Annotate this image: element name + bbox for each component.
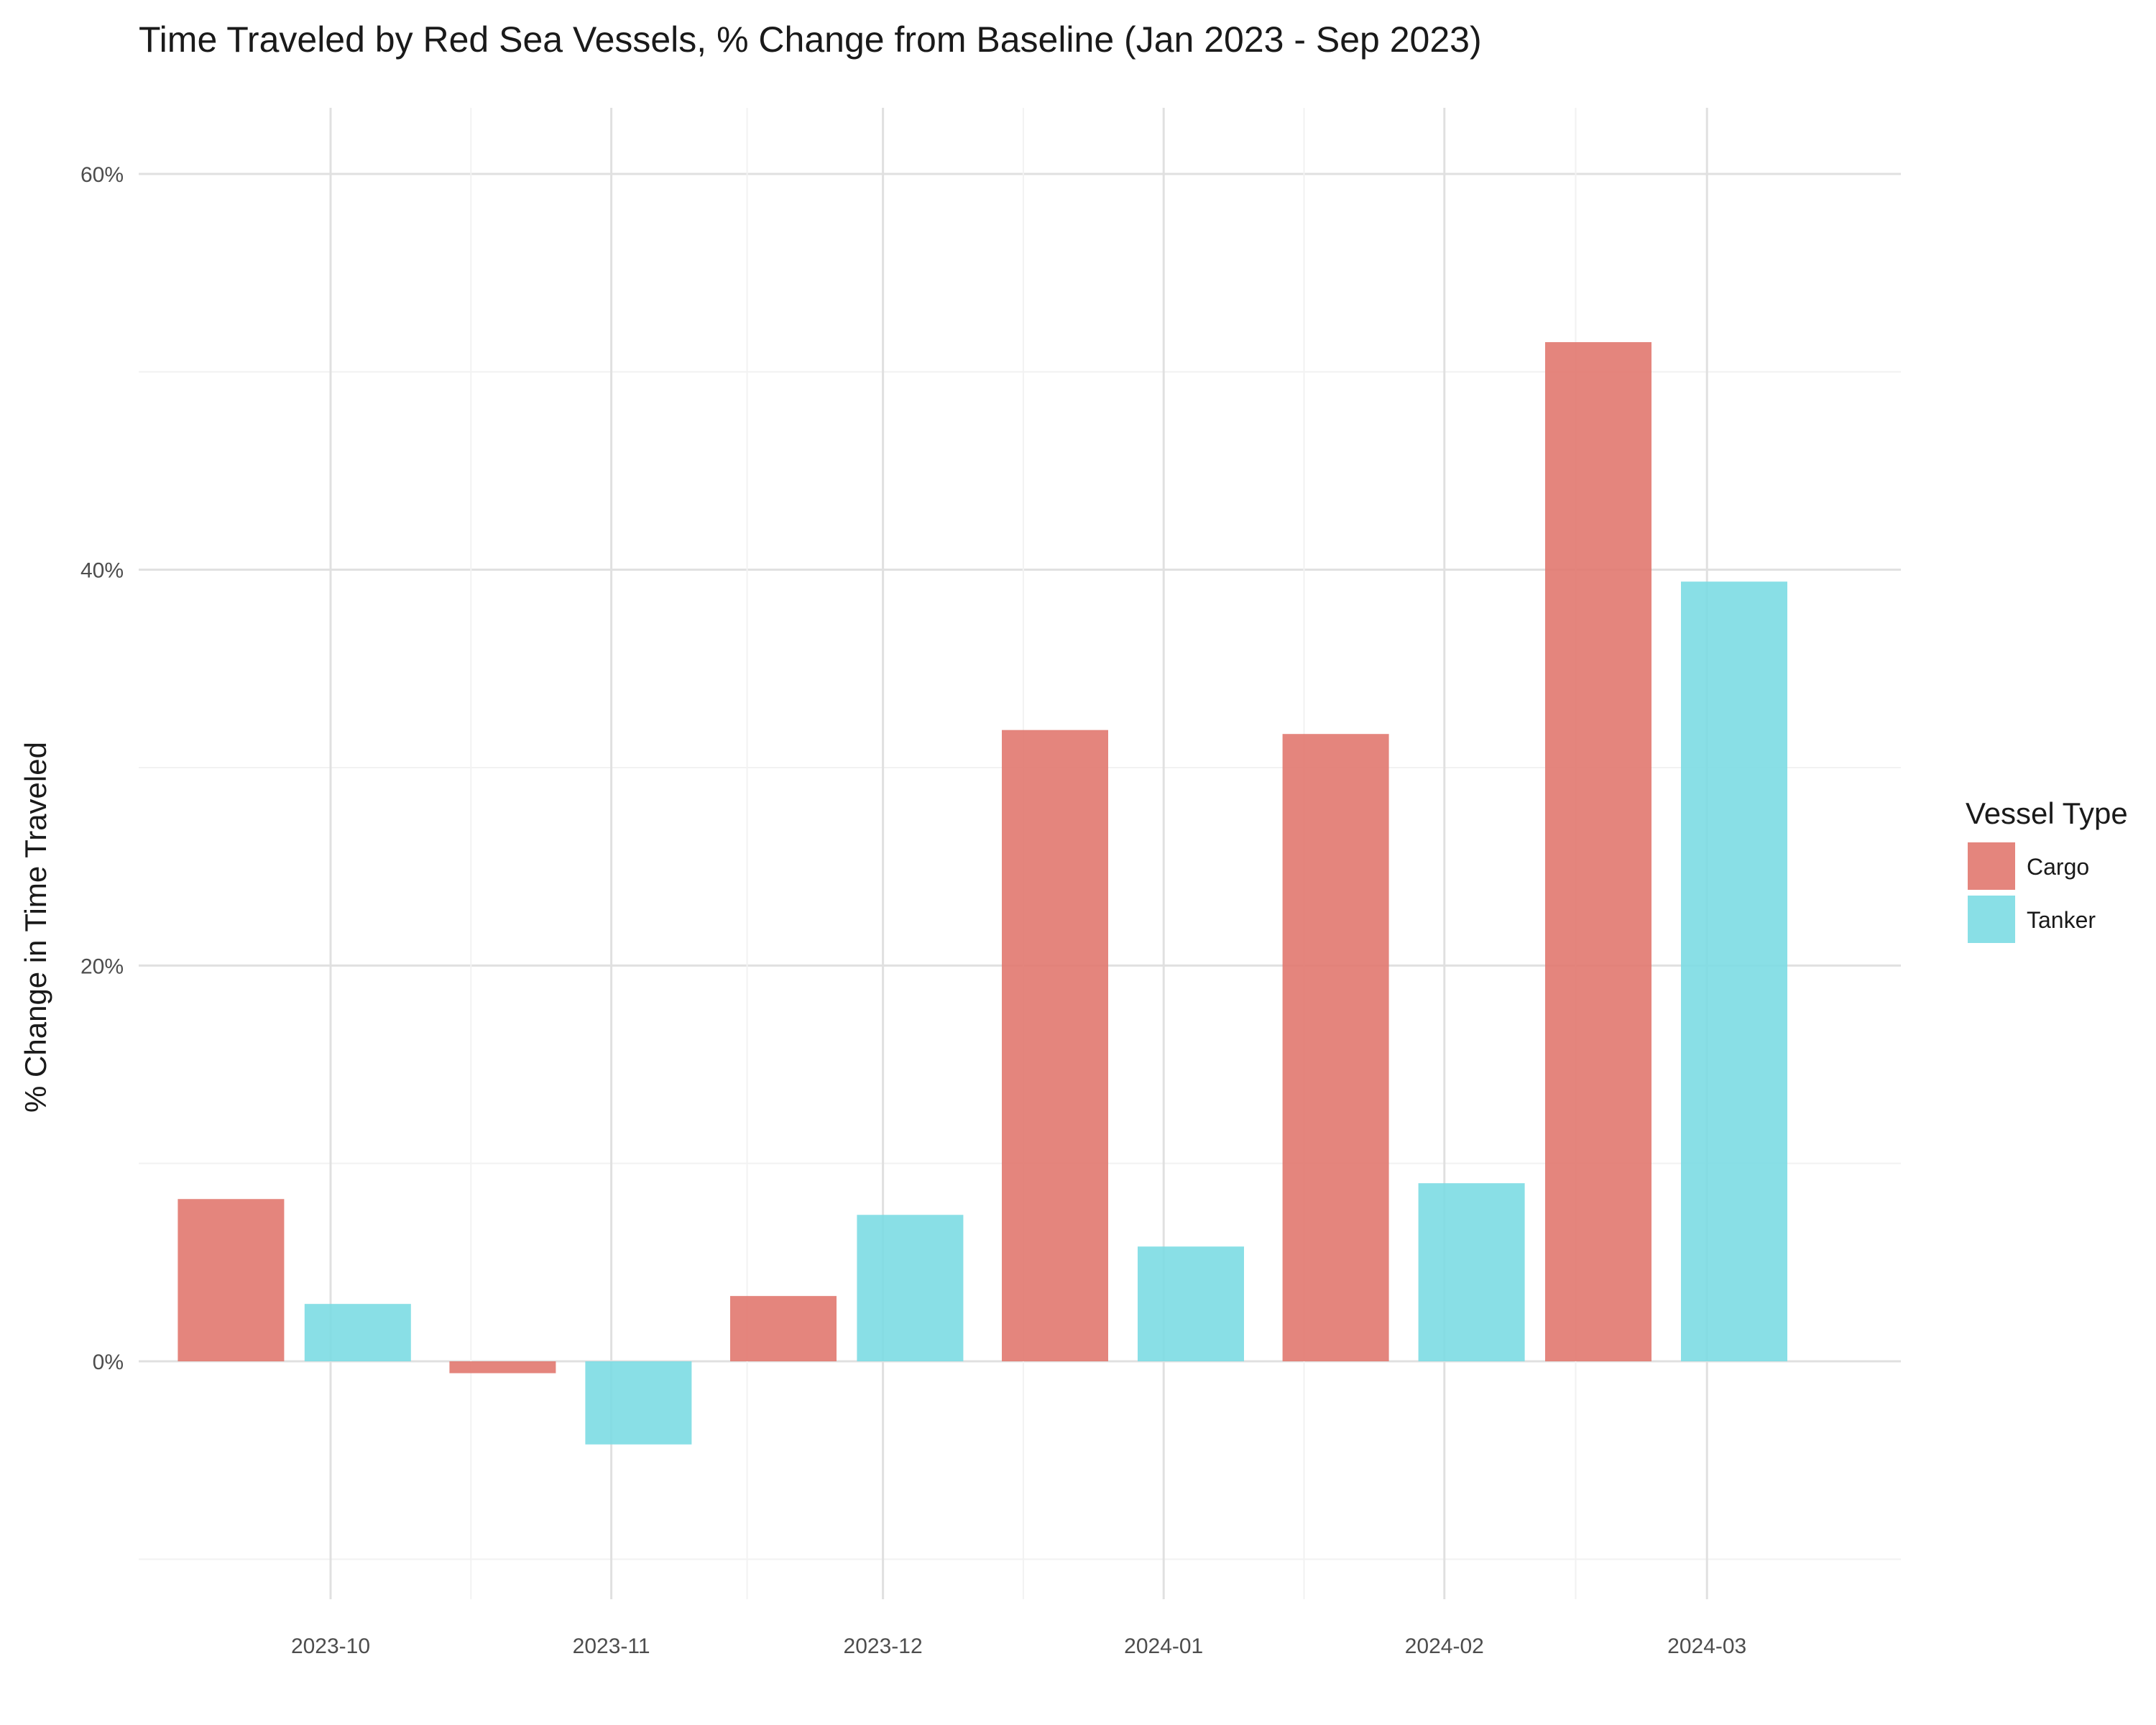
bar-tanker-2024-01 [1138, 1246, 1244, 1361]
y-tick-label: 40% [80, 559, 124, 583]
y-tick-label: 20% [80, 954, 124, 978]
legend: Vessel Type Cargo Tanker [1966, 796, 2128, 943]
x-tick-label: 2023-12 [844, 1634, 923, 1658]
legend-swatch-cargo [1968, 842, 2015, 890]
y-tick-label: 60% [80, 163, 124, 187]
legend-label-cargo: Cargo [2027, 854, 2089, 880]
x-tick-label: 2023-11 [573, 1634, 650, 1658]
legend-title: Vessel Type [1966, 796, 2128, 830]
bar-tanker-2023-10 [304, 1304, 411, 1361]
chart-title: Time Traveled by Red Sea Vessels, % Chan… [139, 19, 1482, 60]
y-axis-title: % Change in Time Traveled [19, 742, 52, 1113]
bar-tanker-2024-03 [1681, 581, 1787, 1361]
tick-labels: 0% 20% 40% 60% 2023-10 2023-11 2023-12 2024-01 2… [80, 163, 1746, 1658]
legend-label-tanker: Tanker [2027, 907, 2096, 933]
bar-tanker-2023-12 [857, 1215, 964, 1361]
bar-cargo-2024-02 [1282, 734, 1389, 1361]
bar-cargo-2024-01 [1002, 730, 1108, 1361]
y-tick-label: 0% [93, 1351, 124, 1374]
bar-cargo-2023-10 [178, 1199, 285, 1361]
x-tick-label: 2024-01 [1124, 1634, 1203, 1658]
x-tick-label: 2024-02 [1405, 1634, 1484, 1658]
bar-cargo-2023-11 [449, 1361, 556, 1374]
x-tick-label: 2023-10 [291, 1634, 370, 1658]
legend-swatch-tanker [1968, 896, 2015, 943]
bar-tanker-2024-02 [1418, 1183, 1525, 1361]
bar-cargo-2023-12 [730, 1296, 837, 1361]
bar-tanker-2023-11 [585, 1361, 692, 1445]
bar-cargo-2024-03 [1545, 342, 1651, 1361]
bars [178, 342, 1787, 1445]
x-tick-label: 2024-03 [1667, 1634, 1746, 1658]
